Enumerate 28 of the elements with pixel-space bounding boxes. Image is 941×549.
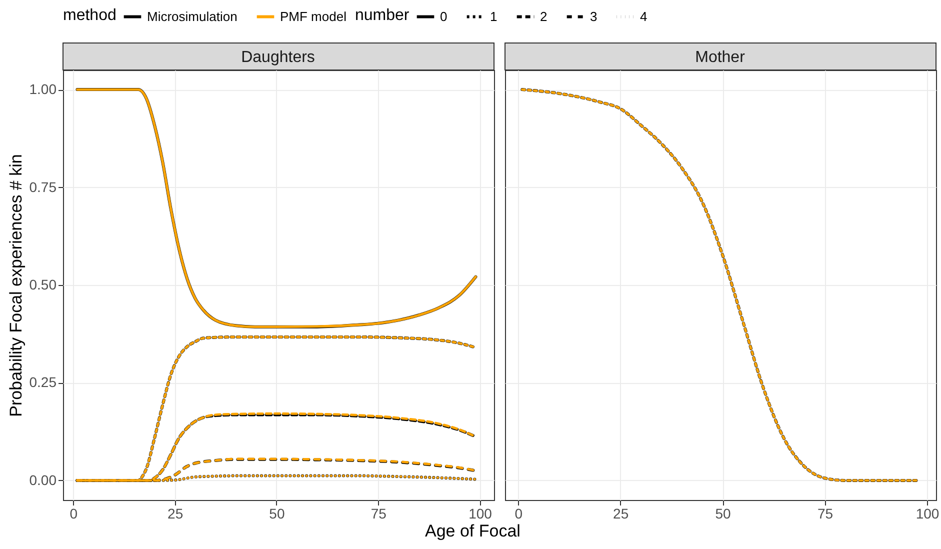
x-tick-label: 75 [370,506,387,522]
x-tick-label: 25 [168,506,184,522]
chart-title: Mother [695,49,746,66]
y-tick-label: 0.25 [29,374,57,390]
y-tick-label: 1.00 [29,81,57,98]
x-axis-title: Age of Focal [424,522,520,540]
x-tick-label: 0 [514,506,523,522]
x-tick-label: 50 [269,506,285,522]
text: method [63,7,116,24]
y-axis-title: Probability Focal experiences # kin [6,154,26,417]
chart-title: Daughters [241,49,315,66]
legend-label: 1 [490,8,498,24]
legend-label: 0 [440,8,448,24]
text: number [355,7,410,24]
y-tick-label: 0.00 [29,472,57,488]
legend-label: 4 [640,8,648,24]
legend-label: 2 [540,8,548,24]
legend-label: Microsimulation [147,8,238,24]
x-tick-label: 100 [468,506,492,522]
y-tick-label: 0.50 [29,276,57,292]
x-tick-label: 50 [715,506,732,522]
x-tick-label: 0 [70,506,78,522]
legend-label: PMF model [280,8,347,24]
x-tick-label: 75 [817,506,834,522]
legend-label: 3 [590,8,598,24]
y-tick-label: 0.75 [29,178,57,195]
x-tick-label: 100 [916,506,940,522]
x-tick-label: 25 [613,506,629,522]
